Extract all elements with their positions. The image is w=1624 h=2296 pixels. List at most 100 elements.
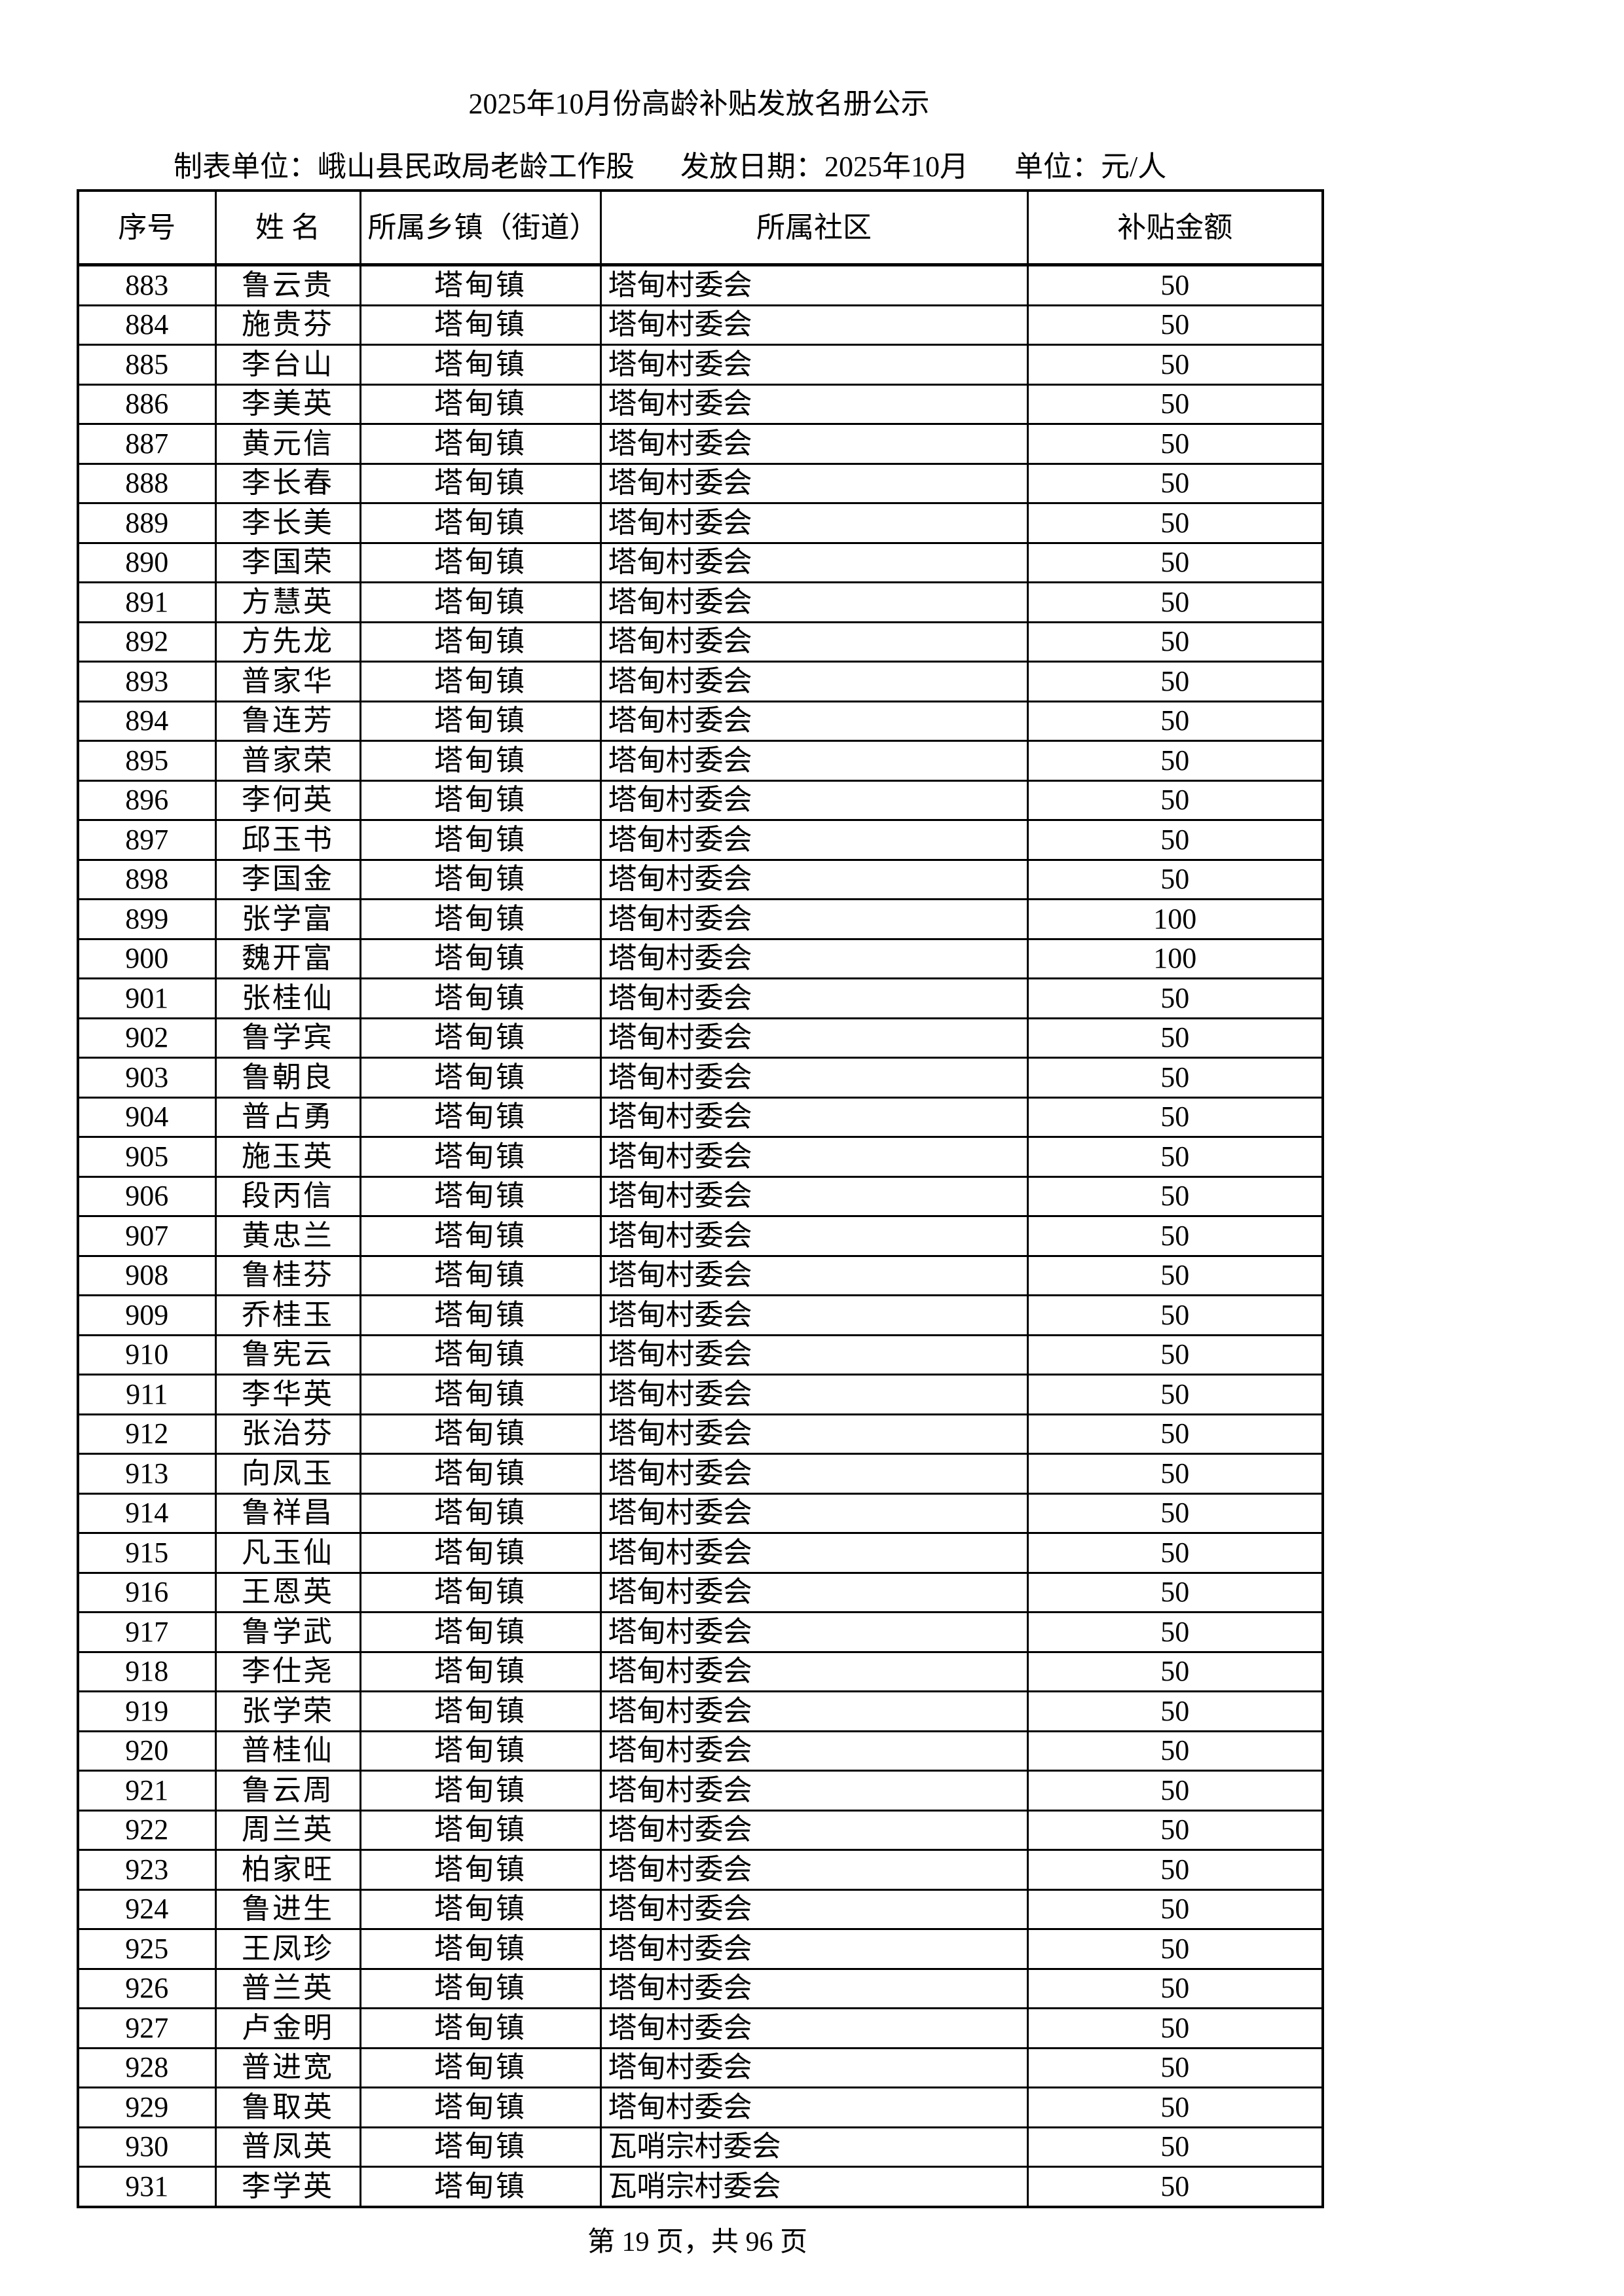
cell-community: 塔甸村委会 xyxy=(599,779,1029,821)
table-row: 895 普家荣 塔甸镇 塔甸村委会 50 xyxy=(77,740,1324,782)
cell-index: 888 xyxy=(77,462,217,504)
cell-town: 塔甸镇 xyxy=(359,858,602,900)
cell-town: 塔甸镇 xyxy=(359,2126,602,2168)
table-row: 909 乔桂玉 塔甸镇 塔甸村委会 50 xyxy=(77,1294,1324,1336)
cell-name: 李学英 xyxy=(214,2166,361,2208)
cell-name: 乔桂玉 xyxy=(214,1294,361,1336)
cell-name: 张治芬 xyxy=(214,1413,361,1455)
cell-amount: 50 xyxy=(1026,740,1324,782)
cell-town: 塔甸镇 xyxy=(359,502,602,544)
cell-community: 塔甸村委会 xyxy=(599,383,1029,425)
cell-community: 塔甸村委会 xyxy=(599,1730,1029,1772)
cell-amount: 50 xyxy=(1026,1730,1324,1772)
cell-name: 李华英 xyxy=(214,1374,361,1415)
cell-amount: 50 xyxy=(1026,1294,1324,1336)
table-row: 919 张学荣 塔甸镇 塔甸村委会 50 xyxy=(77,1690,1324,1732)
cell-town: 塔甸镇 xyxy=(359,1017,602,1059)
cell-name: 鲁学武 xyxy=(214,1611,361,1653)
cell-amount: 50 xyxy=(1026,344,1324,386)
cell-name: 普桂仙 xyxy=(214,1730,361,1772)
cell-community: 塔甸村委会 xyxy=(599,1136,1029,1178)
cell-community: 塔甸村委会 xyxy=(599,1254,1029,1296)
cell-town: 塔甸镇 xyxy=(359,1730,602,1772)
cell-town: 塔甸镇 xyxy=(359,1770,602,1812)
cell-name: 魏开富 xyxy=(214,938,361,979)
cell-index: 930 xyxy=(77,2126,217,2168)
cell-name: 李何英 xyxy=(214,779,361,821)
document-meta: 制表单位：峨山县民政局老龄工作股 发放日期：2025年10月 单位：元/人 xyxy=(174,143,1212,185)
cell-name: 张桂仙 xyxy=(214,977,361,1019)
cell-town: 塔甸镇 xyxy=(359,462,602,504)
cell-index: 904 xyxy=(77,1096,217,1138)
cell-amount: 50 xyxy=(1026,819,1324,861)
table-row: 918 李仕尧 塔甸镇 塔甸村委会 50 xyxy=(77,1650,1324,1692)
cell-community: 塔甸村委会 xyxy=(599,264,1029,306)
table-row: 899 张学富 塔甸镇 塔甸村委会 100 xyxy=(77,898,1324,940)
cell-town: 塔甸镇 xyxy=(359,2086,602,2128)
cell-community: 塔甸村委会 xyxy=(599,1928,1029,1970)
table-row: 890 李国荣 塔甸镇 塔甸村委会 50 xyxy=(77,541,1324,583)
cell-amount: 50 xyxy=(1026,2126,1324,2168)
table-row: 889 李长美 塔甸镇 塔甸村委会 50 xyxy=(77,502,1324,544)
cell-town: 塔甸镇 xyxy=(359,1849,602,1891)
cell-community: 塔甸村委会 xyxy=(599,1215,1029,1257)
table-row: 908 鲁桂芬 塔甸镇 塔甸村委会 50 xyxy=(77,1254,1324,1296)
table-row: 887 黄元信 塔甸镇 塔甸村委会 50 xyxy=(77,423,1324,465)
cell-town: 塔甸镇 xyxy=(359,1571,602,1613)
cell-index: 915 xyxy=(77,1532,217,1574)
cell-amount: 50 xyxy=(1026,1413,1324,1455)
cell-town: 塔甸镇 xyxy=(359,898,602,940)
cell-town: 塔甸镇 xyxy=(359,264,602,306)
cell-town: 塔甸镇 xyxy=(359,1453,602,1495)
cell-name: 方先龙 xyxy=(214,621,361,663)
table-row: 883 鲁云贵 塔甸镇 塔甸村委会 50 xyxy=(77,264,1324,306)
cell-index: 922 xyxy=(77,1809,217,1851)
cell-town: 塔甸镇 xyxy=(359,1690,602,1732)
cell-town: 塔甸镇 xyxy=(359,938,602,979)
table-row: 894 鲁连芳 塔甸镇 塔甸村委会 50 xyxy=(77,700,1324,742)
cell-name: 李仕尧 xyxy=(214,1650,361,1692)
table-row: 923 柏家旺 塔甸镇 塔甸村委会 50 xyxy=(77,1849,1324,1891)
cell-community: 塔甸村委会 xyxy=(599,1175,1029,1217)
cell-amount: 50 xyxy=(1026,1492,1324,1534)
cell-town: 塔甸镇 xyxy=(359,1928,602,1970)
cell-index: 923 xyxy=(77,1849,217,1891)
table-header-row: 序号 姓 名 所属乡镇（街道） 所属社区 补贴金额 xyxy=(77,189,1324,266)
cell-name: 鲁朝良 xyxy=(214,1057,361,1099)
cell-index: 892 xyxy=(77,621,217,663)
cell-index: 897 xyxy=(77,819,217,861)
cell-amount: 50 xyxy=(1026,1611,1324,1653)
table-row: 931 李学英 塔甸镇 瓦哨宗村委会 50 xyxy=(77,2166,1324,2208)
cell-town: 塔甸镇 xyxy=(359,423,602,465)
cell-amount: 50 xyxy=(1026,423,1324,465)
table-row: 920 普桂仙 塔甸镇 塔甸村委会 50 xyxy=(77,1730,1324,1772)
cell-index: 899 xyxy=(77,898,217,940)
title-text: 2025年10月份高龄补贴发放名册公示 xyxy=(468,88,930,120)
cell-name: 凡玉仙 xyxy=(214,1532,361,1574)
table-row: 907 黄忠兰 塔甸镇 塔甸村委会 50 xyxy=(77,1215,1324,1257)
cell-name: 李国荣 xyxy=(214,541,361,583)
cell-name: 周兰英 xyxy=(214,1809,361,1851)
cell-community: 塔甸村委会 xyxy=(599,1453,1029,1495)
cell-community: 塔甸村委会 xyxy=(599,1334,1029,1376)
cell-index: 894 xyxy=(77,700,217,742)
cell-name: 王恩英 xyxy=(214,1571,361,1613)
cell-index: 890 xyxy=(77,541,217,583)
cell-index: 885 xyxy=(77,344,217,386)
table-row: 903 鲁朝良 塔甸镇 塔甸村委会 50 xyxy=(77,1057,1324,1099)
cell-amount: 50 xyxy=(1026,1888,1324,1930)
cell-amount: 50 xyxy=(1026,541,1324,583)
cell-amount: 50 xyxy=(1026,304,1324,346)
cell-town: 塔甸镇 xyxy=(359,1057,602,1099)
cell-name: 普凤英 xyxy=(214,2126,361,2168)
cell-index: 928 xyxy=(77,2047,217,2088)
cell-name: 李长美 xyxy=(214,502,361,544)
cell-index: 924 xyxy=(77,1888,217,1930)
cell-index: 927 xyxy=(77,2007,217,2049)
cell-town: 塔甸镇 xyxy=(359,1611,602,1653)
cell-community: 塔甸村委会 xyxy=(599,1294,1029,1336)
table-row: 904 普占勇 塔甸镇 塔甸村委会 50 xyxy=(77,1096,1324,1138)
cell-index: 919 xyxy=(77,1690,217,1732)
cell-town: 塔甸镇 xyxy=(359,977,602,1019)
table-row: 930 普凤英 塔甸镇 瓦哨宗村委会 50 xyxy=(77,2126,1324,2168)
